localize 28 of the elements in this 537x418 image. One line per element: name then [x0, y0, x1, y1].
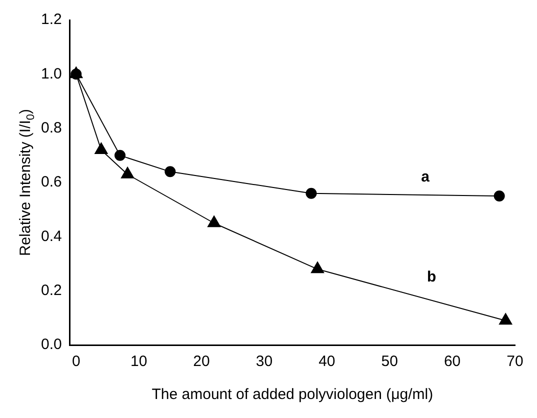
point: [120, 166, 134, 178]
series-label: b: [426, 268, 436, 286]
point: [164, 166, 176, 178]
y-tick-label: 1.0: [40, 65, 62, 82]
y-tick-label: 1.2: [40, 11, 62, 28]
point: [94, 142, 108, 154]
x-tick-label: 0: [72, 353, 80, 370]
y-tick-label: 0.0: [40, 336, 62, 354]
y-tick-label: 0.6: [40, 174, 62, 191]
y-tick-label: 0.8: [40, 119, 62, 136]
y-tick-label: 0.2: [40, 282, 62, 299]
point: [499, 313, 512, 325]
series-label: a: [421, 168, 430, 186]
x-tick-label: 20: [193, 353, 210, 370]
point: [310, 262, 324, 274]
x-tick-label: 30: [256, 353, 273, 370]
x-tick-label: 70: [506, 353, 524, 370]
y-tick-label: 0.4: [40, 228, 62, 245]
point: [494, 190, 505, 202]
x-tick-label: 40: [318, 353, 336, 370]
x-tick-label: 10: [130, 353, 148, 370]
point: [114, 150, 126, 161]
x-tick-label: 50: [381, 353, 398, 370]
x-axis-title: The amount of added polyviologen (μg/ml): [152, 386, 434, 404]
point: [207, 216, 221, 228]
point: [306, 188, 317, 199]
y-axis-title: Relative Intensity (I/I0): [17, 108, 38, 256]
x-tick-label: 60: [444, 353, 461, 370]
